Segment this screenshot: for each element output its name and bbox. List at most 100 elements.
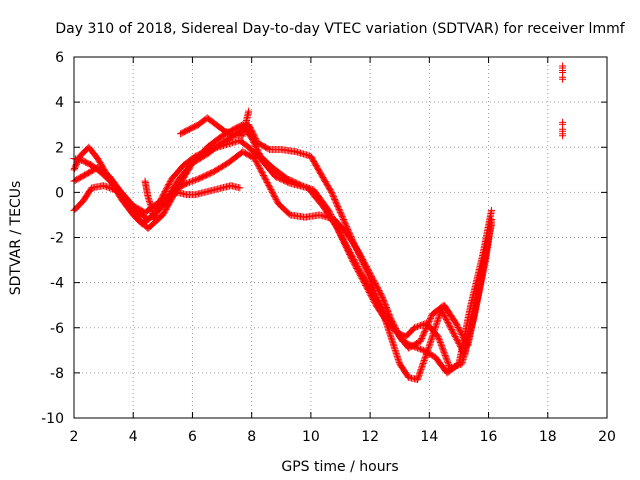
data-point (420, 357, 428, 365)
data-point (449, 363, 457, 371)
data-point (341, 220, 349, 228)
data-point (417, 367, 425, 375)
data-point (436, 337, 444, 345)
data-point (420, 330, 428, 338)
data-point (417, 365, 425, 373)
data-point (425, 343, 433, 351)
data-point (416, 337, 424, 345)
data-point (559, 132, 567, 140)
data-point (415, 345, 423, 353)
data-point (425, 317, 433, 325)
data-point (236, 184, 244, 192)
x-tick-label: 20 (598, 429, 616, 445)
data-point (185, 178, 193, 186)
data-point (419, 332, 427, 340)
data-point (426, 316, 434, 324)
data-point (448, 364, 456, 372)
data-point (424, 346, 432, 354)
x-tick-label: 4 (129, 429, 138, 445)
data-point (437, 340, 445, 348)
data-point (338, 213, 346, 221)
data-point (425, 319, 433, 327)
data-point (423, 323, 431, 331)
data-point (440, 347, 448, 355)
data-point (338, 211, 346, 219)
data-point (418, 334, 426, 342)
data-point (100, 182, 108, 190)
data-point (423, 322, 431, 330)
data-point (412, 323, 420, 331)
data-point (411, 324, 419, 332)
data-point (437, 341, 445, 349)
data-point (333, 201, 341, 209)
data-point (423, 349, 431, 357)
data-point (342, 221, 350, 229)
data-point (340, 217, 348, 225)
data-point (488, 220, 496, 228)
data-point (443, 356, 451, 364)
data-point (339, 214, 347, 222)
data-point (441, 350, 449, 358)
data-point (444, 360, 452, 368)
y-tick-label: -6 (50, 321, 64, 337)
series-track-6 (141, 177, 244, 223)
data-point (444, 359, 452, 367)
data-point (416, 321, 424, 329)
data-point (335, 205, 343, 213)
data-point (435, 334, 443, 342)
data-point (413, 323, 421, 331)
data-point (435, 336, 443, 344)
y-tick-label: -8 (50, 366, 64, 382)
data-point (439, 346, 447, 354)
data-point (328, 190, 336, 198)
tick-labels: 2 4 6 8 10 12 14 16 18 20 -10 -8 -6 -4 -2 0 2 4 6 (41, 50, 616, 445)
x-tick-label: 14 (420, 429, 438, 445)
data-point (415, 373, 423, 381)
data-point (441, 351, 449, 359)
data-point (418, 364, 426, 372)
x-tick-label: 6 (188, 429, 197, 445)
data-point (334, 204, 342, 212)
data-point (339, 215, 347, 223)
data-point (183, 179, 191, 187)
data-point (488, 206, 496, 214)
data-point (245, 107, 253, 115)
data-point (453, 362, 461, 370)
series-track-4 (70, 143, 496, 352)
data-point (417, 336, 425, 344)
data-point (331, 197, 339, 205)
data-point (420, 358, 428, 366)
data-point (422, 351, 430, 359)
data-point (334, 203, 342, 211)
data-point (439, 344, 447, 352)
data-point (446, 364, 454, 372)
x-tick-label: 2 (70, 429, 79, 445)
data-point (421, 326, 429, 334)
y-tick-label: -4 (50, 276, 64, 292)
data-point (103, 183, 111, 191)
data-point (559, 75, 567, 83)
chart-title: Day 310 of 2018, Sidereal Day-to-day VTE… (55, 21, 625, 37)
data-point (418, 333, 426, 341)
y-tick-label: 0 (55, 185, 64, 201)
data-point (418, 362, 426, 370)
data-point (343, 223, 351, 231)
series-track-5 (177, 107, 253, 140)
y-tick-label: 6 (55, 50, 64, 66)
data-point (452, 362, 460, 370)
data-point (101, 182, 109, 190)
data-point (421, 354, 429, 362)
data-point (380, 313, 388, 321)
data-point (420, 329, 428, 337)
data-point (442, 353, 450, 361)
data-point (413, 376, 421, 384)
data-point (191, 176, 199, 184)
data-points (70, 62, 567, 384)
x-tick-label: 8 (247, 429, 256, 445)
x-tick-label: 16 (480, 429, 498, 445)
data-point (329, 193, 337, 201)
data-point (434, 333, 442, 341)
x-tick-label: 12 (361, 429, 379, 445)
data-point (159, 195, 167, 203)
